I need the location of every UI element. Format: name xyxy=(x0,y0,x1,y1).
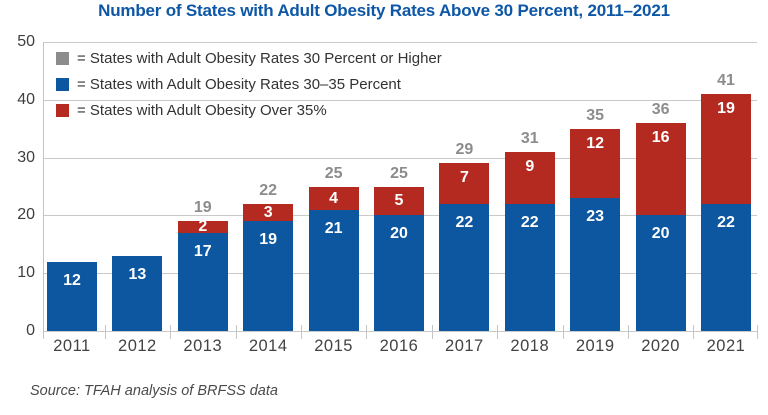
x-axis-tick xyxy=(236,325,237,339)
x-axis-label-2019: 2019 xyxy=(575,337,615,355)
bar-2019-segment-over-35 xyxy=(570,128,621,199)
bar-2021-segment-over-35 xyxy=(701,94,751,204)
x-axis-tick xyxy=(301,325,302,339)
x-axis-tick xyxy=(105,325,106,339)
bar-2012-value-30-35: 13 xyxy=(128,265,147,283)
x-axis-label-2012: 2012 xyxy=(118,337,157,355)
y-axis-label-30: 30 xyxy=(17,149,35,166)
gridline-40 xyxy=(43,100,757,101)
bar-2015-value-over-35: 4 xyxy=(329,189,339,207)
x-axis-tick xyxy=(432,325,433,339)
blue-square-icon xyxy=(56,77,69,91)
bar-2016-segment-30-35 xyxy=(374,215,424,331)
legend-item-over-35: = States with Adult Obesity Over 35% xyxy=(56,97,442,123)
bar-2020-segment-over-35 xyxy=(635,122,686,216)
legend-item-total: = States with Adult Obesity Rates 30 Per… xyxy=(56,45,442,71)
bar-2013-segment-over-35 xyxy=(177,221,228,233)
bar-2021-total: 41 xyxy=(717,72,735,90)
bar-2020-value-over-35: 16 xyxy=(651,128,670,146)
x-axis-tick xyxy=(693,325,694,339)
bar-2017-value-over-35: 7 xyxy=(459,169,469,187)
x-axis-label-2013: 2013 xyxy=(183,337,223,355)
gridline-50 xyxy=(43,42,757,43)
x-axis-label-2016: 2016 xyxy=(379,337,419,355)
bar-2021-value-30-35: 22 xyxy=(717,213,735,231)
y-axis-line xyxy=(43,42,44,339)
bar-2018-segment-30-35 xyxy=(504,203,555,331)
bar-2017-value-30-35: 22 xyxy=(455,213,474,231)
bar-2011-value-30-35: 12 xyxy=(63,271,81,289)
x-axis-tick xyxy=(366,325,367,339)
y-axis-label-0: 0 xyxy=(26,322,35,339)
bar-2014-value-30-35: 19 xyxy=(259,231,278,249)
x-axis-tick xyxy=(563,325,564,339)
source-note: Source: TFAH analysis of BRFSS data xyxy=(30,383,278,399)
bar-2015-segment-over-35 xyxy=(308,186,359,210)
legend-item-30-35: = States with Adult Obesity Rates 30–35 … xyxy=(56,71,442,97)
bar-2017-segment-over-35 xyxy=(439,163,490,204)
bar-2015-segment-30-35 xyxy=(308,209,359,331)
y-axis-label-10: 10 xyxy=(17,264,35,281)
x-axis-tick xyxy=(757,325,758,339)
bar-2016-value-30-35: 20 xyxy=(390,225,408,243)
bar-2016-value-over-35: 5 xyxy=(394,192,404,210)
bar-2014-value-over-35: 3 xyxy=(263,204,273,221)
y-axis-label-50: 50 xyxy=(17,33,35,50)
bar-2016-segment-over-35 xyxy=(374,186,424,216)
x-axis-label-2021: 2021 xyxy=(706,337,746,355)
bar-2021-value-over-35: 19 xyxy=(717,100,735,118)
chart-title: Number of States with Adult Obesity Rate… xyxy=(98,1,670,20)
legend-item-label: = States with Adult Obesity Rates 30 Per… xyxy=(77,49,442,67)
bar-2014-segment-over-35 xyxy=(243,203,294,222)
bar-2021-segment-30-35 xyxy=(701,203,751,331)
bar-2019-value-over-35: 12 xyxy=(586,134,605,152)
bar-2015-value-30-35: 21 xyxy=(324,219,343,237)
bar-2020-segment-30-35 xyxy=(635,215,686,331)
bar-2018-value-30-35: 22 xyxy=(520,213,539,231)
x-axis-tick xyxy=(170,325,171,339)
bar-2019-segment-30-35 xyxy=(570,198,621,331)
x-axis-label-2018: 2018 xyxy=(510,337,550,355)
x-axis-line xyxy=(43,331,757,332)
bar-2020-value-30-35: 20 xyxy=(651,225,670,243)
bar-2015-total: 25 xyxy=(324,164,343,182)
x-axis-label-2020: 2020 xyxy=(641,337,680,355)
x-axis-label-2014: 2014 xyxy=(248,337,288,355)
bar-2018-segment-over-35 xyxy=(504,151,555,204)
bar-2018-total: 31 xyxy=(520,129,539,147)
legend-item-label: = States with Adult Obesity Over 35% xyxy=(77,101,327,119)
y-axis-label-40: 40 xyxy=(17,91,35,108)
bar-2012-segment-30-35 xyxy=(112,255,163,331)
bar-2013-value-30-35: 17 xyxy=(193,242,212,260)
bar-2016-total: 25 xyxy=(390,164,408,182)
legend-item-label: = States with Adult Obesity Rates 30–35 … xyxy=(77,75,401,93)
bar-2014-segment-30-35 xyxy=(243,221,294,331)
bar-2014-total: 22 xyxy=(259,181,278,199)
bar-2011-segment-30-35 xyxy=(47,261,97,331)
x-axis-label-2015: 2015 xyxy=(314,337,353,355)
bar-2013-segment-30-35 xyxy=(177,232,228,331)
bar-2020-total: 36 xyxy=(651,100,670,118)
gridline-30 xyxy=(43,158,757,159)
bar-2017-total: 29 xyxy=(455,141,474,159)
red-square-icon xyxy=(56,103,69,117)
y-axis-label-20: 20 xyxy=(17,206,35,223)
bar-2013-total: 19 xyxy=(193,199,212,217)
bar-2019-value-30-35: 23 xyxy=(586,208,605,226)
x-axis-tick xyxy=(628,325,629,339)
bar-2019-total: 35 xyxy=(586,106,605,124)
x-axis-label-2011: 2011 xyxy=(53,337,91,355)
bar-2018-value-over-35: 9 xyxy=(525,157,535,175)
gray-square-icon xyxy=(56,51,69,65)
x-axis-label-2017: 2017 xyxy=(445,337,484,355)
bar-2017-segment-30-35 xyxy=(439,203,490,331)
legend: = States with Adult Obesity Rates 30 Per… xyxy=(56,45,442,123)
x-axis-tick xyxy=(497,325,498,339)
bar-2013-value-over-35: 2 xyxy=(198,218,208,236)
